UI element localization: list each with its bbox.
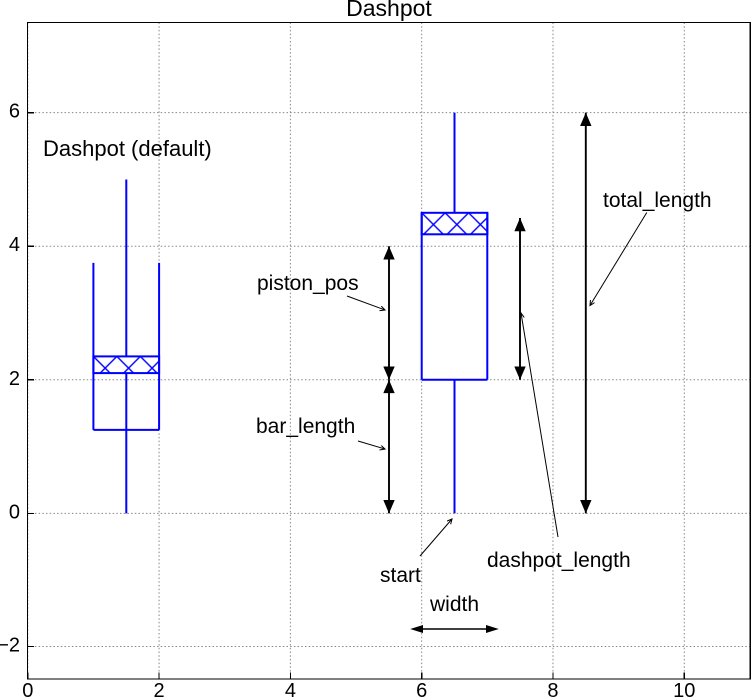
svg-text:−2: −2 [0,635,20,657]
svg-text:4: 4 [9,234,20,256]
svg-text:piston_pos: piston_pos [257,272,359,295]
svg-text:10: 10 [673,680,695,697]
svg-text:2: 2 [9,368,20,390]
svg-text:Dashpot (default): Dashpot (default) [43,136,212,161]
svg-text:6: 6 [416,680,427,697]
svg-text:6: 6 [9,101,20,123]
svg-text:dashpot_length: dashpot_length [487,549,631,572]
svg-text:total_length: total_length [603,189,712,212]
svg-text:8: 8 [547,680,558,697]
svg-text:start: start [380,564,421,587]
svg-text:2: 2 [154,680,165,697]
svg-text:Dashpot: Dashpot [346,0,432,21]
svg-text:width: width [429,593,479,616]
svg-text:0: 0 [9,502,20,524]
svg-text:4: 4 [285,680,296,697]
svg-text:bar_length: bar_length [256,415,355,438]
svg-text:0: 0 [22,680,33,697]
